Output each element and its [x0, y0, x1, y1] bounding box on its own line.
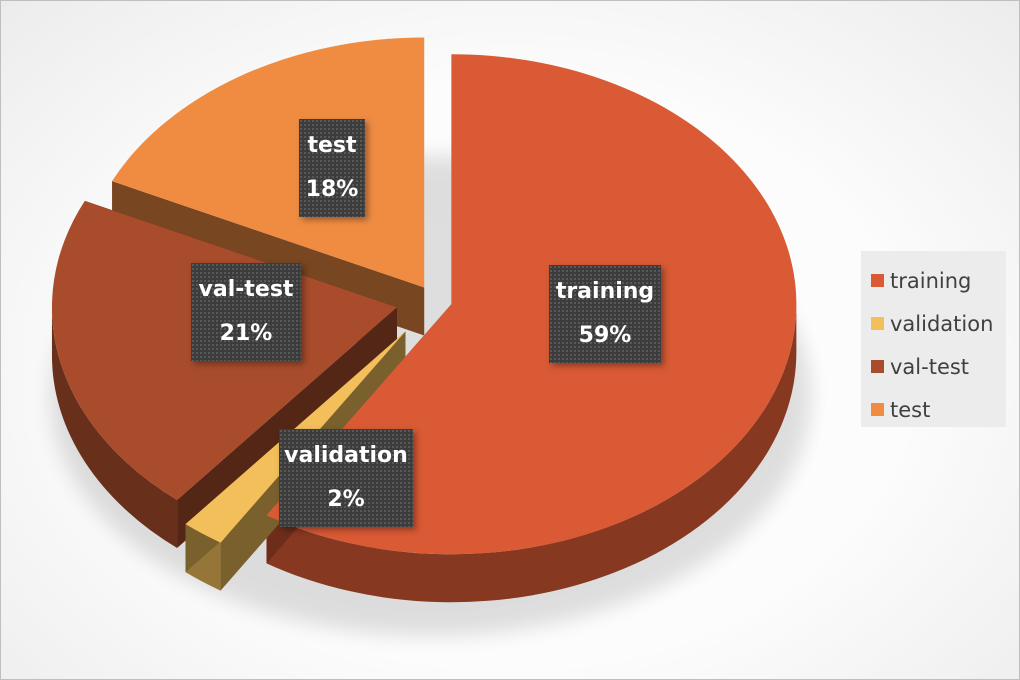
legend-item-training[interactable]: training	[871, 259, 1006, 302]
data-label-validation-name: validation	[284, 443, 408, 468]
data-label-validation: validation 2%	[279, 429, 413, 527]
legend-swatch-validation	[871, 317, 884, 330]
legend-label-test: test	[890, 397, 931, 422]
legend-item-validation[interactable]: validation	[871, 302, 1006, 345]
data-label-training: training 59%	[549, 265, 661, 363]
legend-swatch-test	[871, 403, 884, 416]
data-label-val-test: val-test 21%	[191, 263, 301, 361]
legend-item-test[interactable]: test	[871, 388, 1006, 431]
legend-swatch-training	[871, 274, 884, 287]
slice-test	[112, 37, 425, 288]
data-label-training-name: training	[555, 279, 655, 304]
data-label-training-value: 59%	[578, 323, 632, 348]
data-label-val-test-name: val-test	[198, 277, 294, 302]
legend: training validation val-test test	[861, 251, 1006, 427]
legend-label-val-test: val-test	[890, 354, 970, 379]
data-label-test-name: test	[307, 133, 357, 158]
data-label-test-value: 18%	[305, 177, 359, 202]
legend-swatch-val-test	[871, 360, 884, 373]
slice-side-training	[266, 304, 797, 603]
data-label-test: test 18%	[299, 119, 365, 217]
slice-side-val-test	[51, 307, 178, 548]
data-label-validation-value: 2%	[327, 487, 365, 512]
legend-label-training: training	[890, 268, 972, 293]
legend-item-val-test[interactable]: val-test	[871, 345, 1006, 388]
legend-label-validation: validation	[890, 311, 994, 336]
data-label-val-test-value: 21%	[219, 321, 273, 346]
